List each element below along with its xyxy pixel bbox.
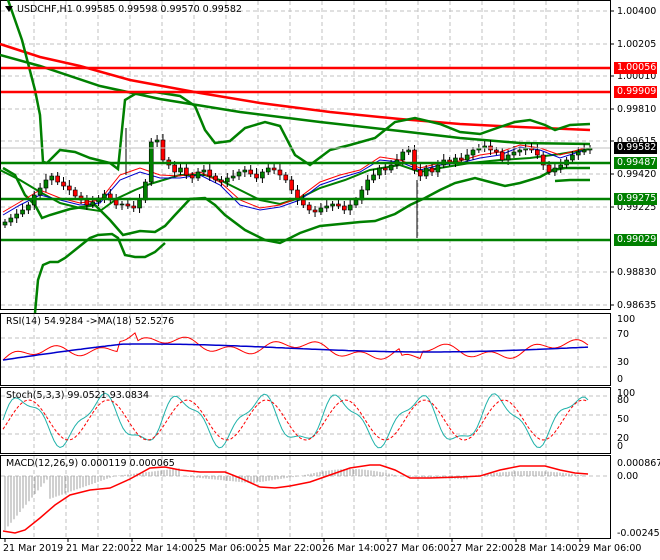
macd-tick-min: -0.002454	[617, 528, 660, 539]
rsi-tick-0: 0	[617, 374, 624, 385]
price-tick: 1.00400	[617, 6, 657, 17]
rsi-series	[2, 332, 589, 361]
level-price-tag: 0.99029	[614, 234, 657, 246]
stoch-series	[2, 392, 589, 449]
current-price-tag: 0.99582	[614, 142, 657, 154]
macd-label: MACD(12,26,9) 0.000119 0.000065	[6, 458, 175, 469]
price-tick: 1.00205	[617, 39, 657, 50]
stoch-tick-20: 20	[617, 433, 630, 444]
macd-tick-max: 0.000867	[617, 458, 660, 469]
price-tick: 0.99615	[617, 136, 656, 147]
macd-tick-zero: 0.00	[617, 471, 639, 482]
level-price-tag: 1.00056	[614, 62, 657, 74]
stoch-tick-50: 50	[617, 414, 630, 425]
axis-ticks	[4, 10, 614, 542]
time-tick: 26 Mar 14:00	[322, 543, 386, 554]
time-tick: 22 Mar 14:00	[130, 543, 194, 554]
time-tick: 28 Mar 14:00	[514, 543, 578, 554]
rsi-tick-30: 30	[617, 357, 630, 368]
price-series	[0, 0, 610, 314]
macd-series	[2, 464, 589, 534]
stoch-label: Stoch(5,3,3) 99.0521 93.0834	[6, 390, 150, 401]
price-tick: 0.99810	[617, 104, 657, 115]
price-tick: 0.99420	[617, 169, 657, 180]
price-tick: 1.00010	[617, 71, 657, 82]
price-tick: 0.98830	[617, 267, 657, 278]
level-price-tag: 0.99275	[614, 193, 657, 205]
rsi-tick-100: 100	[617, 314, 636, 325]
price-tick: 0.99225	[617, 202, 657, 213]
rsi-label: RSI(14) 54.9284 ->MA(18) 52.5276	[6, 316, 175, 327]
chart-title: USDCHF,H1 0.99585 0.99598 0.99570 0.9958…	[17, 4, 242, 15]
level-price-tag: 0.99487	[614, 157, 657, 169]
time-tick: 21 Mar 2019	[3, 543, 64, 554]
price-tick: 0.98635	[617, 300, 657, 311]
time-tick: 27 Mar 06:00	[386, 543, 450, 554]
level-price-tag: 0.99909	[614, 86, 657, 98]
collapse-arrow-icon[interactable]	[5, 6, 13, 12]
stoch-tick-80: 80	[617, 395, 630, 406]
stoch-tick-100: 100	[617, 388, 636, 399]
time-tick: 25 Mar 22:00	[258, 543, 322, 554]
horizontal-levels[interactable]	[1, 66, 610, 242]
main-chart-frame	[0, 0, 611, 539]
time-tick: 29 Mar 06:00	[578, 543, 642, 554]
time-tick: 25 Mar 06:00	[194, 543, 258, 554]
time-tick: 21 Mar 22:00	[66, 543, 130, 554]
stoch-tick-0: 0	[617, 441, 624, 452]
time-tick: 27 Mar 22:00	[450, 543, 514, 554]
rsi-tick-70: 70	[617, 329, 630, 340]
